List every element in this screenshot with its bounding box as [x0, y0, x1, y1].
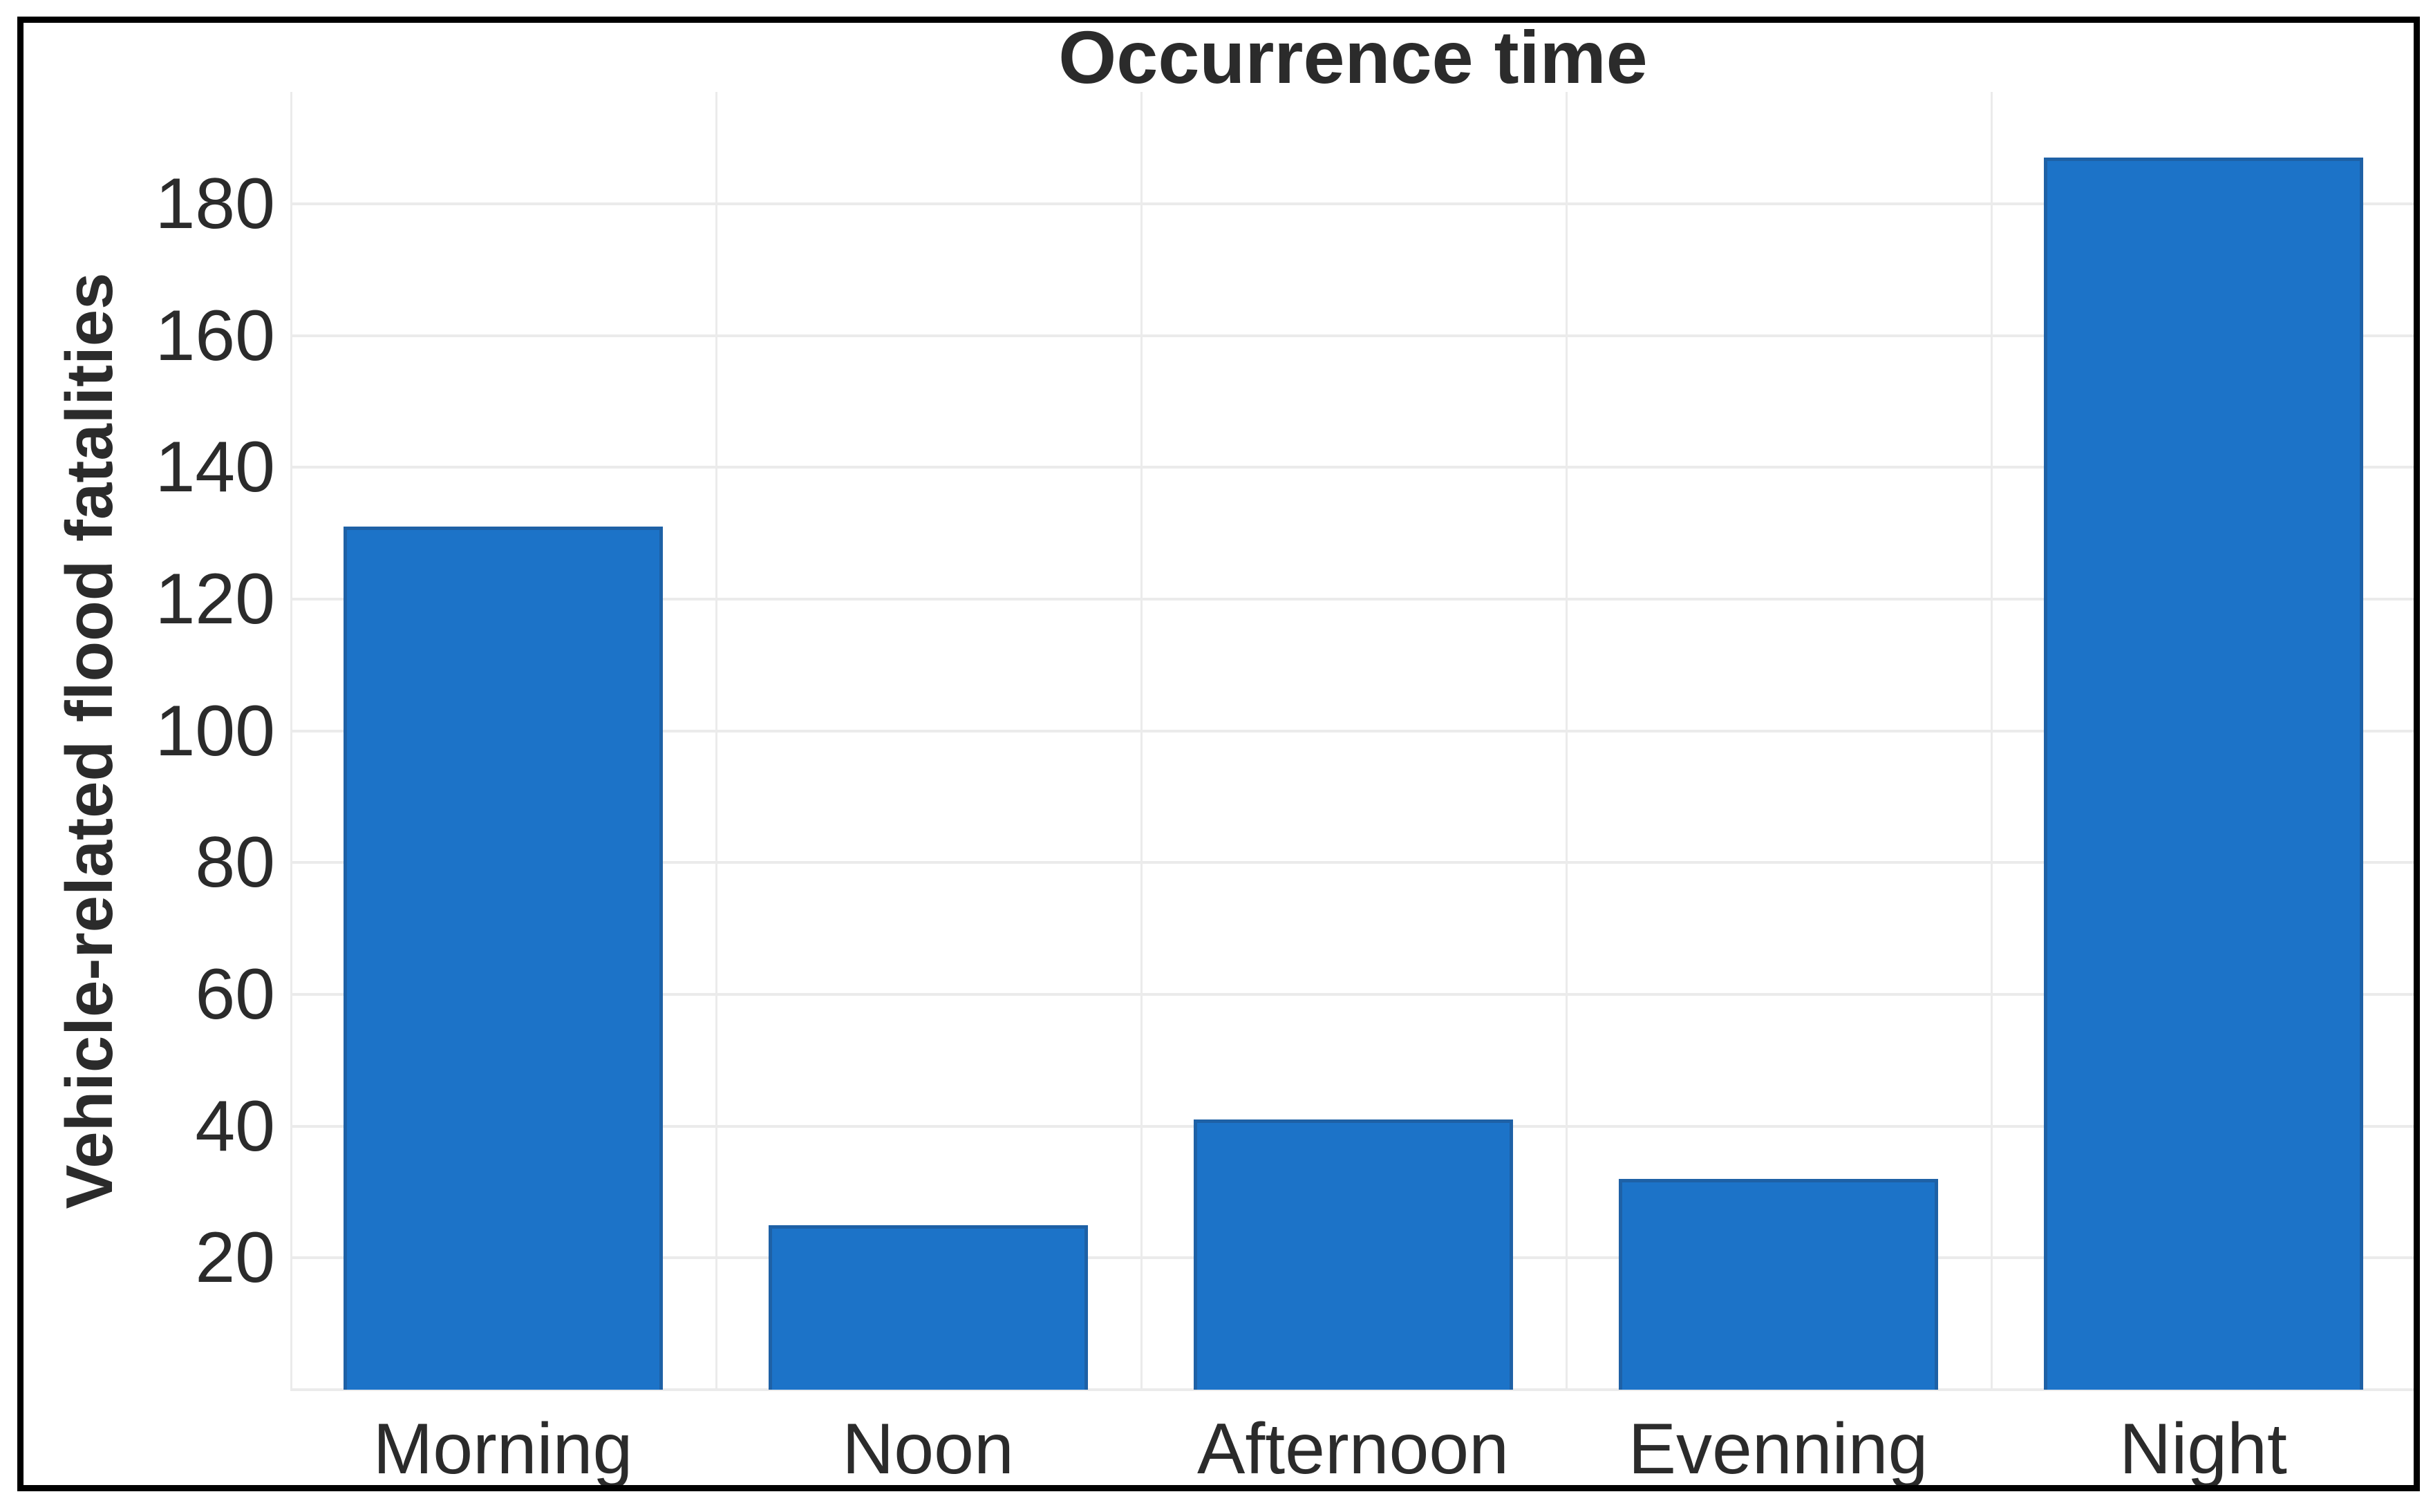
horizontal-gridline-60 [290, 993, 2416, 996]
vertical-gridline [290, 92, 292, 1390]
bar-morning [344, 527, 663, 1390]
horizontal-gridline-180 [290, 202, 2416, 205]
y-tick-label-120: 120 [155, 559, 275, 639]
y-tick-label-100: 100 [155, 691, 275, 771]
plot-area [290, 92, 2416, 1391]
vertical-gridline [1140, 92, 1143, 1390]
vertical-gridline [715, 92, 717, 1390]
y-tick-label-40: 40 [195, 1086, 275, 1166]
bar-evenning [1619, 1179, 1938, 1390]
x-category-label-evenning: Evenning [1628, 1409, 1928, 1489]
bar-afternoon [1194, 1119, 1513, 1390]
horizontal-gridline-140 [290, 466, 2416, 469]
x-category-label-noon: Noon [842, 1409, 1014, 1489]
chart-title: Occurrence time [1058, 15, 1648, 99]
bar-night [2044, 158, 2363, 1390]
horizontal-gridline-100 [290, 730, 2416, 733]
vertical-gridline [1566, 92, 1568, 1390]
horizontal-gridline-120 [290, 598, 2416, 601]
horizontal-gridline-160 [290, 334, 2416, 337]
x-category-label-morning: Morning [373, 1409, 633, 1489]
bar-noon [769, 1225, 1088, 1390]
y-tick-label-160: 160 [155, 296, 275, 376]
x-category-label-night: Night [2119, 1409, 2287, 1489]
horizontal-gridline-80 [290, 861, 2416, 864]
y-tick-label-80: 80 [195, 822, 275, 903]
y-tick-label-20: 20 [195, 1218, 275, 1298]
y-tick-label-180: 180 [155, 164, 275, 244]
x-category-label-afternoon: Afternoon [1197, 1409, 1509, 1489]
vertical-gridline [2414, 92, 2416, 1390]
vertical-gridline [1991, 92, 1993, 1390]
horizontal-gridline-0 [290, 1388, 2416, 1391]
y-tick-label-140: 140 [155, 427, 275, 507]
y-tick-label-60: 60 [195, 954, 275, 1034]
